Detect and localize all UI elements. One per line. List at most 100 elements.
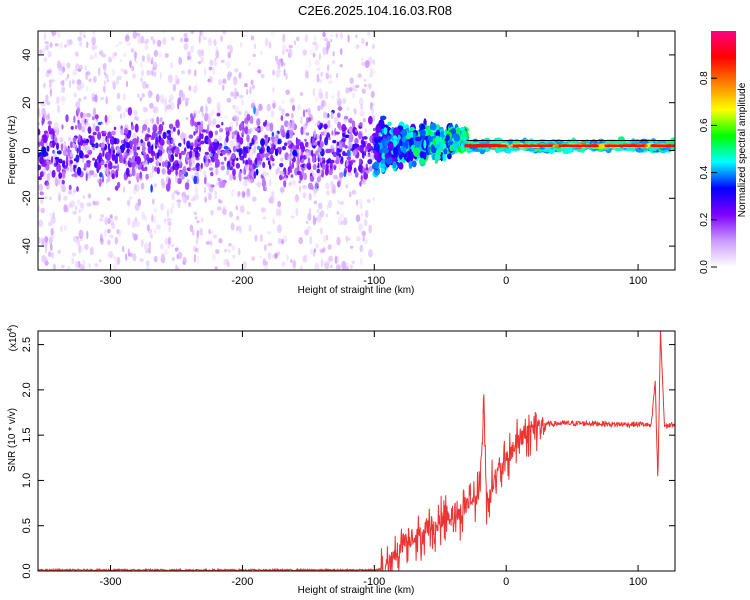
spectrogram-cell bbox=[189, 150, 193, 159]
spectrogram-cell bbox=[336, 97, 340, 102]
spectrogram-cell bbox=[158, 51, 163, 58]
spectrogram-cell bbox=[275, 208, 279, 217]
spectrogram-cell bbox=[77, 199, 80, 205]
spectrogram-cell bbox=[337, 198, 340, 205]
spectrogram-cell bbox=[168, 237, 171, 246]
spectrogram-cell bbox=[249, 118, 254, 125]
spectrogram-cell bbox=[224, 248, 227, 253]
spectrogram-cell bbox=[302, 255, 307, 263]
spectrogram-cell bbox=[378, 136, 383, 141]
spectrogram-cell bbox=[344, 134, 350, 138]
spectrogram-cell bbox=[193, 253, 197, 263]
spectrogram-cell bbox=[213, 142, 219, 151]
spectrogram-cell bbox=[244, 34, 248, 39]
spectrogram-cell bbox=[212, 118, 217, 126]
spectrogram-cell bbox=[61, 124, 64, 130]
spectrogram-cell bbox=[200, 57, 204, 63]
spectrogram-cell bbox=[109, 214, 113, 219]
spectrogram-cell bbox=[65, 114, 69, 123]
spectrogram-cell bbox=[221, 121, 224, 126]
spectrogram-cell bbox=[415, 136, 422, 142]
spectrogram-cell bbox=[338, 162, 341, 171]
spectrogram-cell bbox=[77, 68, 82, 72]
x-tick-label: 100 bbox=[629, 275, 647, 287]
spectrogram-cell bbox=[194, 195, 200, 201]
spectrogram-cell bbox=[368, 83, 372, 90]
spectrogram-cell bbox=[151, 214, 154, 223]
spectrogram-cell bbox=[137, 198, 141, 207]
spectrogram-cell bbox=[216, 102, 221, 111]
spectrogram-cell bbox=[341, 123, 347, 132]
spectrogram-cell bbox=[135, 60, 139, 64]
spectrogram-cell bbox=[85, 71, 89, 81]
spectrogram-cell bbox=[198, 34, 201, 44]
spectrogram-cell bbox=[184, 182, 190, 190]
spectrogram-cell bbox=[153, 49, 159, 58]
spectrogram-cell bbox=[182, 195, 186, 203]
spectrogram-cell bbox=[301, 158, 305, 164]
spectrogram-cell bbox=[107, 228, 111, 234]
spectrogram-cell bbox=[276, 59, 282, 66]
spectrogram-cell bbox=[359, 122, 363, 127]
spectrogram-cell bbox=[237, 190, 241, 197]
spectrogram-cell bbox=[91, 36, 97, 45]
spectrogram-cell bbox=[102, 63, 107, 71]
spectrogram-cell bbox=[304, 69, 309, 79]
spectrogram-cell bbox=[292, 259, 296, 269]
spectrogram-cell bbox=[183, 32, 188, 39]
spectrogram-cell bbox=[170, 207, 173, 215]
spectrogram-cell bbox=[312, 185, 318, 194]
spectrogram-cell bbox=[327, 137, 332, 141]
spectrogram-cell bbox=[323, 37, 328, 42]
spectrogram-cell bbox=[312, 53, 316, 58]
spectrogram-cell bbox=[363, 78, 367, 83]
spectrogram-cell bbox=[304, 34, 308, 43]
spectrogram-cell bbox=[243, 179, 248, 187]
spectrogram-cell bbox=[190, 197, 196, 202]
spectrogram-cell bbox=[197, 138, 201, 143]
spectrogram-cell bbox=[380, 115, 387, 121]
colorbar-tick-label: 0.2 bbox=[699, 212, 710, 226]
spectrogram-cell bbox=[157, 143, 160, 148]
spectrogram-cell bbox=[173, 126, 176, 132]
spectrogram-cell bbox=[101, 174, 104, 183]
spectrogram-cell bbox=[252, 196, 257, 202]
spectrogram-cell bbox=[277, 167, 280, 173]
spectrogram-cell bbox=[152, 61, 158, 71]
spectrogram-cell bbox=[254, 234, 258, 242]
spectrogram-cell bbox=[269, 148, 273, 153]
spectrogram-cell bbox=[277, 208, 282, 217]
spectrogram-cell bbox=[266, 103, 271, 112]
spectrogram-cell bbox=[434, 154, 441, 161]
spectrogram-cell bbox=[288, 181, 293, 187]
spectrogram-cell bbox=[361, 136, 364, 142]
spectrogram-cell bbox=[166, 217, 172, 223]
spectrogram-cell bbox=[38, 236, 41, 245]
spectrogram-cell bbox=[51, 170, 56, 178]
spectrogram-cell bbox=[325, 72, 329, 80]
spectrogram-cell bbox=[208, 228, 211, 235]
spectrogram-cell bbox=[367, 31, 371, 36]
spectrogram-cell bbox=[119, 155, 123, 164]
spectrogram-cell bbox=[143, 141, 146, 147]
spectrogram-cell bbox=[216, 112, 221, 117]
spectrogram-cell bbox=[317, 147, 322, 153]
spectrogram-cell bbox=[92, 116, 95, 121]
spectrogram-cell bbox=[193, 112, 196, 119]
spectrogram-cell bbox=[309, 59, 312, 68]
spectrogram-cell bbox=[99, 172, 103, 178]
spectrogram-cell bbox=[49, 41, 53, 49]
spectrogram-cell bbox=[248, 224, 252, 232]
spectrogram-cell bbox=[38, 152, 42, 157]
spectrogram-cell bbox=[334, 131, 340, 135]
spectrogram-cell bbox=[349, 191, 353, 197]
spectrogram-cell bbox=[287, 121, 292, 131]
spectrogram-cell bbox=[210, 209, 214, 216]
spectrogram-cell bbox=[555, 144, 560, 148]
spectrogram-cell bbox=[234, 67, 239, 73]
spectrogram-cell bbox=[358, 164, 364, 173]
spectrogram-cell bbox=[213, 234, 218, 239]
spectrogram-cell bbox=[112, 82, 116, 90]
spectrogram-cell bbox=[253, 135, 258, 141]
spectrogram-cell bbox=[250, 79, 254, 86]
